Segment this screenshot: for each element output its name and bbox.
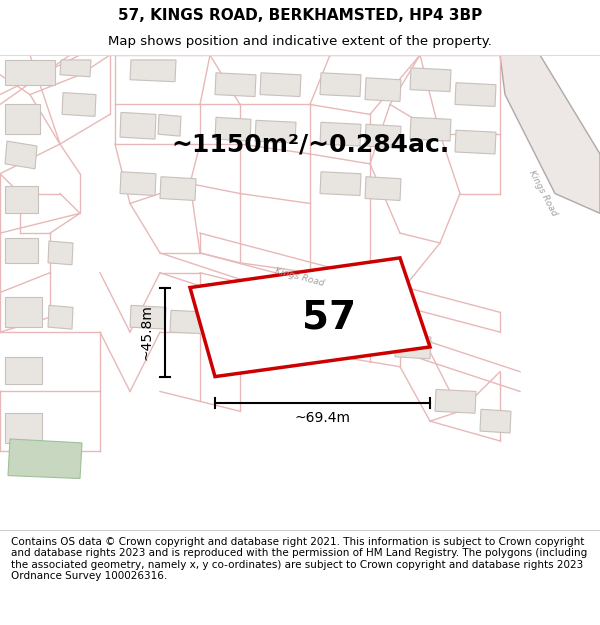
Polygon shape bbox=[190, 258, 430, 377]
Text: 57: 57 bbox=[302, 298, 356, 336]
Polygon shape bbox=[395, 335, 431, 359]
Polygon shape bbox=[455, 130, 496, 154]
Polygon shape bbox=[410, 68, 451, 92]
Polygon shape bbox=[62, 92, 96, 116]
Polygon shape bbox=[5, 186, 38, 213]
Polygon shape bbox=[130, 306, 166, 329]
Polygon shape bbox=[320, 72, 361, 96]
Text: Kings Road: Kings Road bbox=[274, 267, 326, 289]
Polygon shape bbox=[260, 320, 301, 344]
Polygon shape bbox=[5, 298, 42, 327]
Text: ~45.8m: ~45.8m bbox=[140, 304, 154, 360]
Polygon shape bbox=[215, 315, 256, 339]
Text: Contains OS data © Crown copyright and database right 2021. This information is : Contains OS data © Crown copyright and d… bbox=[11, 537, 587, 581]
Polygon shape bbox=[500, 55, 600, 213]
Polygon shape bbox=[365, 124, 401, 148]
Text: 57, KINGS ROAD, BERKHAMSTED, HP4 3BP: 57, KINGS ROAD, BERKHAMSTED, HP4 3BP bbox=[118, 8, 482, 23]
Polygon shape bbox=[8, 439, 82, 479]
Polygon shape bbox=[215, 72, 256, 96]
Polygon shape bbox=[435, 389, 476, 413]
Polygon shape bbox=[5, 60, 55, 84]
Text: Map shows position and indicative extent of the property.: Map shows position and indicative extent… bbox=[108, 35, 492, 48]
Polygon shape bbox=[48, 306, 73, 329]
Polygon shape bbox=[5, 141, 37, 169]
Polygon shape bbox=[350, 330, 391, 354]
Polygon shape bbox=[455, 82, 496, 106]
Polygon shape bbox=[120, 172, 156, 196]
Polygon shape bbox=[170, 310, 211, 334]
Polygon shape bbox=[158, 114, 181, 136]
Polygon shape bbox=[480, 409, 511, 433]
Polygon shape bbox=[255, 120, 296, 143]
Polygon shape bbox=[120, 112, 156, 139]
Polygon shape bbox=[5, 357, 42, 384]
Text: Kings Road: Kings Road bbox=[527, 169, 559, 218]
Polygon shape bbox=[60, 60, 91, 77]
Polygon shape bbox=[5, 238, 38, 262]
Polygon shape bbox=[320, 122, 361, 146]
Polygon shape bbox=[305, 325, 346, 349]
Polygon shape bbox=[5, 413, 42, 443]
Polygon shape bbox=[260, 72, 301, 96]
Text: ~1150m²/~0.284ac.: ~1150m²/~0.284ac. bbox=[171, 132, 449, 156]
Polygon shape bbox=[5, 104, 40, 134]
Polygon shape bbox=[48, 241, 73, 265]
Polygon shape bbox=[130, 60, 176, 82]
Polygon shape bbox=[160, 177, 196, 201]
Polygon shape bbox=[215, 118, 251, 141]
Polygon shape bbox=[410, 118, 451, 141]
Polygon shape bbox=[365, 78, 401, 101]
Polygon shape bbox=[365, 177, 401, 201]
Polygon shape bbox=[320, 172, 361, 196]
Text: ~69.4m: ~69.4m bbox=[295, 411, 350, 425]
